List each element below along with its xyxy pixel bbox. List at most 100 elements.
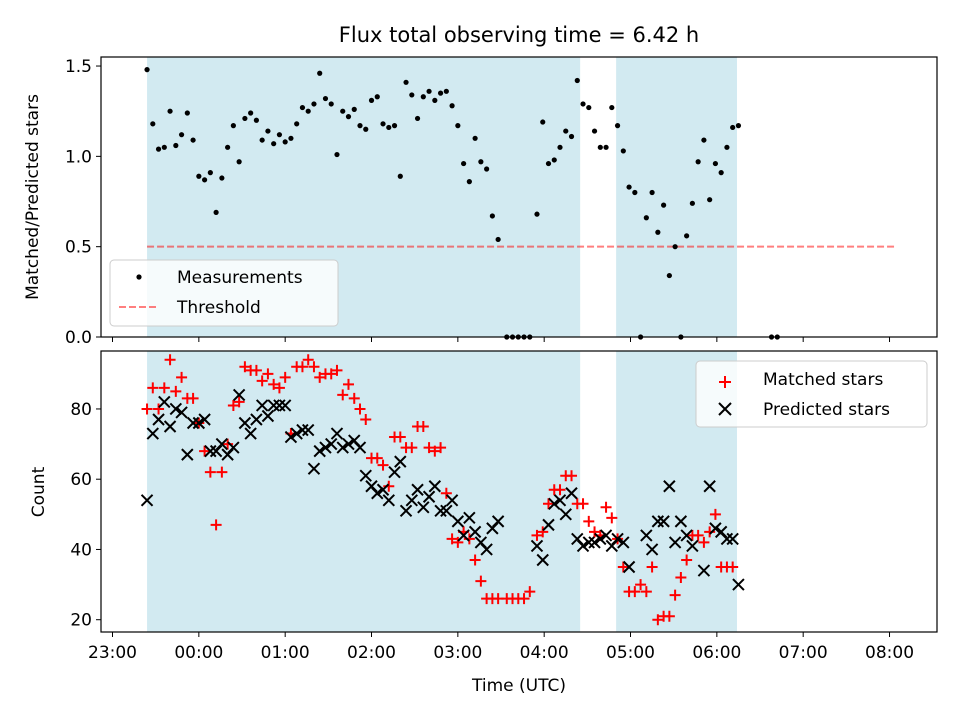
predicted-star-point bbox=[394, 455, 407, 468]
measurement-point bbox=[489, 213, 495, 219]
matched-star-point bbox=[423, 442, 435, 454]
predicted-star-point bbox=[284, 430, 298, 444]
measurement-point bbox=[161, 144, 167, 150]
x-tick-label: 03:00 bbox=[433, 643, 482, 663]
matched-star-point bbox=[606, 512, 618, 524]
y-tick-label: 60 bbox=[70, 470, 92, 490]
predicted-star-point bbox=[651, 515, 665, 528]
x-tick-label: 04:00 bbox=[520, 643, 569, 663]
predicted-star-point bbox=[720, 532, 734, 546]
predicted-star-point bbox=[146, 427, 160, 440]
predicted-star-point bbox=[238, 416, 252, 430]
bottom-legend-box bbox=[695, 360, 928, 428]
matched-star-point bbox=[153, 403, 165, 415]
measurement-point bbox=[437, 90, 444, 96]
matched-star-point bbox=[577, 498, 589, 510]
predicted-star-point bbox=[463, 511, 476, 525]
predicted-star-point bbox=[405, 494, 419, 507]
measurement-point bbox=[545, 160, 552, 167]
matched-star-point bbox=[147, 382, 159, 394]
measurement-point bbox=[334, 151, 340, 158]
predicted-star-point bbox=[491, 515, 505, 528]
matched-star-point bbox=[371, 452, 383, 464]
bottom-y-axis-label: Count bbox=[29, 466, 49, 517]
predicted-star-point bbox=[640, 529, 653, 542]
matched-star-point bbox=[446, 533, 458, 545]
matched-star-point bbox=[308, 361, 320, 373]
measurement-point bbox=[684, 233, 690, 239]
predicted-star-point bbox=[232, 388, 246, 402]
matched-star-point bbox=[554, 484, 566, 496]
matched-star-point bbox=[640, 586, 652, 598]
predicted-star-point bbox=[732, 578, 745, 591]
y-tick-label: 1.5 bbox=[65, 57, 92, 77]
measurement-point bbox=[259, 137, 265, 143]
measurement-point bbox=[357, 123, 363, 129]
predicted-star-point bbox=[399, 504, 413, 518]
predicted-star-point bbox=[468, 525, 482, 539]
measurement-point bbox=[557, 144, 563, 150]
matched-star-point bbox=[629, 586, 641, 598]
measurement-point bbox=[540, 119, 546, 125]
measurement-point bbox=[391, 123, 398, 129]
predicted-star-point bbox=[645, 543, 659, 556]
matched-star-point bbox=[440, 487, 452, 499]
measurement-point bbox=[432, 97, 438, 103]
measurement-point bbox=[426, 88, 432, 94]
predicted-star-point bbox=[250, 413, 263, 426]
matched-star-point bbox=[652, 614, 664, 626]
predicted-star-point bbox=[422, 490, 436, 503]
matched-star-point bbox=[342, 378, 354, 390]
predicted-star-point bbox=[388, 465, 401, 479]
predicted-star-point bbox=[530, 539, 544, 553]
bottom-x-axis-label: Time (UTC) bbox=[471, 676, 566, 696]
predicted-star-point bbox=[582, 536, 595, 549]
predicted-star-point bbox=[267, 399, 280, 412]
predicted-star-point bbox=[703, 480, 716, 493]
predicted-star-point bbox=[457, 529, 470, 542]
measurement-point bbox=[649, 189, 655, 196]
matched-star-point bbox=[669, 589, 681, 601]
bottom-plot-frame bbox=[100, 350, 938, 633]
measurement-point bbox=[666, 272, 672, 279]
measurement-point bbox=[495, 236, 501, 243]
measurement-point bbox=[328, 101, 334, 107]
top-legend-box bbox=[109, 259, 339, 327]
measurement-point bbox=[568, 133, 575, 140]
matched-star-point bbox=[250, 364, 262, 376]
predicted-star-point bbox=[565, 487, 578, 500]
matched-star-point bbox=[256, 375, 268, 387]
matched-star-point bbox=[524, 586, 536, 598]
predicted-star-point bbox=[382, 494, 395, 507]
matched-star-point bbox=[268, 378, 280, 390]
predicted-star-point bbox=[553, 494, 567, 507]
x-tick-label: 02:00 bbox=[347, 643, 396, 663]
matched-star-point bbox=[429, 445, 441, 457]
predicted-star-point bbox=[680, 529, 693, 542]
legend-measurements-label: Measurements bbox=[177, 268, 303, 288]
matched-star-point bbox=[164, 354, 176, 366]
legend-measurements-marker bbox=[136, 274, 142, 280]
predicted-star-point bbox=[657, 515, 670, 528]
predicted-star-point bbox=[186, 416, 200, 430]
measurement-point bbox=[455, 123, 461, 129]
measurement-point bbox=[414, 115, 421, 122]
matched-star-point bbox=[216, 466, 228, 478]
measurement-point bbox=[718, 170, 724, 176]
measurement-point bbox=[173, 142, 179, 149]
measurement-point bbox=[288, 135, 294, 141]
measurement-point bbox=[380, 121, 386, 127]
predicted-star-point bbox=[152, 413, 165, 426]
measurement-point bbox=[551, 157, 557, 163]
top-legend: Measurements Threshold bbox=[109, 259, 339, 327]
measurement-point bbox=[591, 128, 598, 134]
predicted-star-point bbox=[301, 423, 315, 437]
predicted-star-point bbox=[169, 402, 183, 416]
x-tick-label: 23:00 bbox=[88, 643, 137, 663]
predicted-star-point bbox=[548, 497, 561, 511]
measurement-point bbox=[207, 170, 213, 176]
predicted-star-point bbox=[622, 560, 636, 574]
matched-star-point bbox=[377, 459, 389, 471]
top-y-axis-label: Matched/Predicted stars bbox=[23, 94, 43, 300]
